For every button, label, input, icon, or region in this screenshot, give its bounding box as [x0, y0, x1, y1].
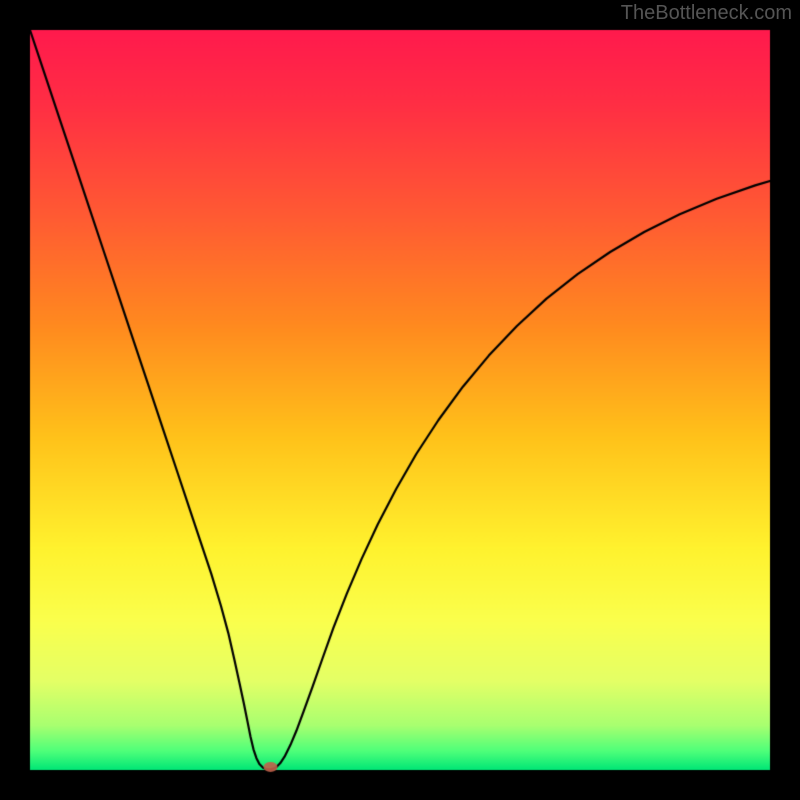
chart-canvas: [0, 0, 800, 800]
bottleneck-chart: TheBottleneck.com: [0, 0, 800, 800]
